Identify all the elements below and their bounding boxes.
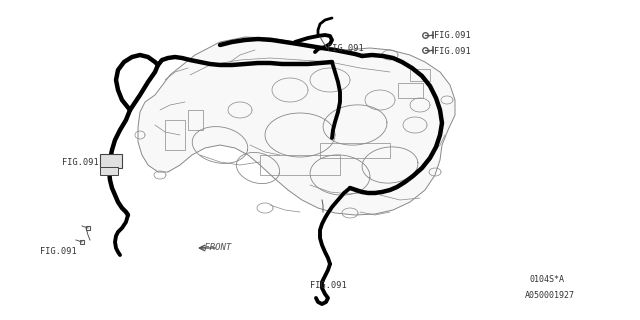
Bar <box>100 154 122 168</box>
Polygon shape <box>138 37 455 215</box>
Bar <box>165 120 185 150</box>
Text: FIG.091: FIG.091 <box>40 247 77 257</box>
Bar <box>188 110 202 130</box>
Text: FIG.091: FIG.091 <box>310 281 347 290</box>
Bar <box>260 155 340 175</box>
Text: A050001927: A050001927 <box>525 291 575 300</box>
Text: FIG.091: FIG.091 <box>62 157 99 166</box>
Bar <box>410 69 430 81</box>
Text: FIG.091: FIG.091 <box>434 30 471 39</box>
Text: 0104S*A: 0104S*A <box>530 276 565 284</box>
Text: FIG.091: FIG.091 <box>434 46 471 55</box>
Bar <box>100 167 118 175</box>
Bar <box>397 83 422 98</box>
Bar <box>320 142 390 157</box>
Text: ←FRONT: ←FRONT <box>200 244 232 252</box>
Text: FIG.091: FIG.091 <box>327 44 364 52</box>
